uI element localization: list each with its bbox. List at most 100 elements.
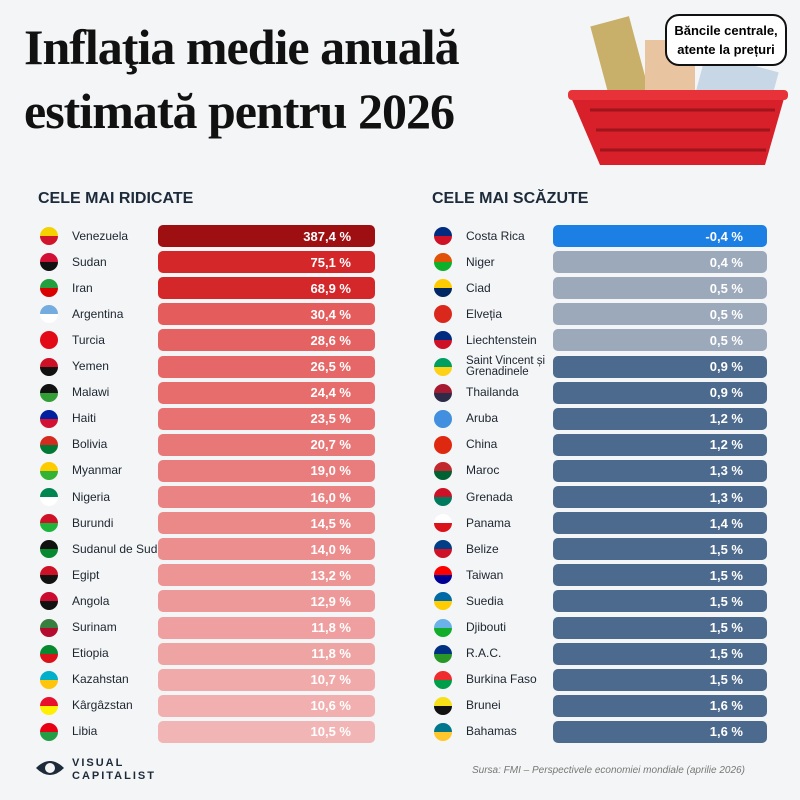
flag-part	[434, 288, 452, 298]
flag	[40, 696, 58, 715]
flag-part	[40, 653, 58, 663]
flag-part	[40, 705, 58, 715]
flag	[434, 670, 452, 689]
flag	[434, 566, 452, 585]
flag	[434, 722, 452, 741]
flag	[434, 514, 452, 533]
flag-part	[40, 314, 58, 324]
flag-part	[434, 722, 452, 732]
flag	[40, 305, 58, 324]
flag	[434, 435, 452, 454]
value-bar: 26,5 %	[158, 355, 375, 378]
country-name: Niger	[466, 254, 495, 269]
flag-part	[40, 305, 58, 315]
value-bar: 387,4 %	[158, 225, 375, 247]
country-name: Malawi	[72, 385, 110, 400]
flag	[40, 618, 58, 637]
flag-part	[40, 279, 58, 289]
flag-part	[40, 679, 58, 689]
flag-part	[434, 514, 452, 524]
flag-part	[434, 357, 452, 367]
value-bar: 1,5 %	[553, 564, 767, 587]
flag	[434, 383, 452, 402]
value-bar: 1,5 %	[553, 642, 767, 665]
section-heading: CELE MAI RIDICATE	[38, 190, 194, 207]
flag	[40, 670, 58, 689]
country-name: Turcia	[72, 332, 105, 347]
flag-part	[40, 523, 58, 533]
flag-part	[434, 670, 452, 680]
country-name: Elveția	[466, 306, 503, 321]
country-name: Nigeria	[72, 489, 111, 504]
flag-part	[434, 314, 452, 324]
logo-text: CAPITALIST	[72, 770, 156, 782]
flag-part	[40, 644, 58, 654]
value-bar: -0,4 %	[553, 225, 767, 247]
section-heading: CELE MAI SCĂZUTE	[432, 190, 589, 207]
flag-part	[434, 592, 452, 602]
country-name: Grenada	[466, 489, 513, 504]
flag-part	[434, 679, 452, 689]
flag-part	[434, 470, 452, 480]
flag	[40, 331, 58, 350]
flag-part	[40, 575, 58, 585]
flag-part	[40, 331, 58, 341]
country-name: Costa Rica	[466, 228, 525, 243]
country-name: China	[466, 437, 498, 452]
flag-part	[434, 435, 452, 445]
flag-part	[40, 470, 58, 480]
country-name: Libia	[72, 724, 98, 739]
source: Sursa: FMI – Perspectivele economiei mon…	[472, 765, 745, 776]
flag	[40, 409, 58, 428]
value-bar: 19,0 %	[158, 459, 375, 482]
country-name: Surinam	[72, 620, 117, 634]
value-bar: 10,5 %	[158, 720, 375, 743]
title: estimată pentru 2026	[24, 83, 455, 139]
country-name: Liechtenstein	[466, 332, 537, 347]
flag	[434, 461, 452, 480]
flag-part	[40, 670, 58, 680]
flag-part	[40, 566, 58, 576]
flag-part	[434, 409, 452, 419]
flag	[40, 383, 58, 402]
flag-part	[40, 461, 58, 471]
value-bar: 1,6 %	[553, 694, 767, 717]
value-bar: 30,4 %	[158, 303, 375, 326]
value-bar: 1,2 %	[553, 433, 767, 456]
flag	[40, 644, 58, 663]
flag-part	[40, 409, 58, 419]
country-name: Bolivia	[72, 437, 108, 452]
country-name: Bahamas	[466, 724, 517, 739]
speech-bubble: Băncile centrale, atente la prețuri	[665, 14, 787, 66]
flag	[434, 253, 452, 272]
country-name: Etiopia	[72, 646, 109, 661]
flag-part	[434, 618, 452, 628]
flag-part	[434, 696, 452, 706]
flag-part	[40, 262, 58, 272]
flag-part	[40, 366, 58, 376]
flag-part	[434, 366, 452, 376]
country-name: Djibouti	[466, 620, 507, 634]
logo-icon	[36, 761, 64, 775]
country-name: Ciad	[466, 280, 491, 295]
flag-part	[434, 392, 452, 402]
flag-part	[434, 262, 452, 272]
value-bar: 23,5 %	[158, 407, 375, 430]
flag	[434, 357, 452, 376]
flag-part	[40, 392, 58, 402]
country-name: Maroc	[466, 463, 500, 478]
value-bar: 1,5 %	[553, 590, 767, 613]
country-name: Argentina	[72, 306, 124, 321]
flag-part	[40, 549, 58, 559]
flag-part	[434, 418, 452, 428]
value-bar: 68,9 %	[158, 277, 375, 300]
flag	[40, 566, 58, 585]
value-bar: 1,3 %	[553, 486, 767, 508]
flag-part	[40, 357, 58, 367]
flag-part	[434, 575, 452, 585]
value-bar: 10,6 %	[158, 694, 375, 717]
flag	[40, 722, 58, 741]
flag-part	[40, 435, 58, 445]
country-name: Iran	[72, 280, 93, 295]
flag-part	[434, 227, 452, 236]
